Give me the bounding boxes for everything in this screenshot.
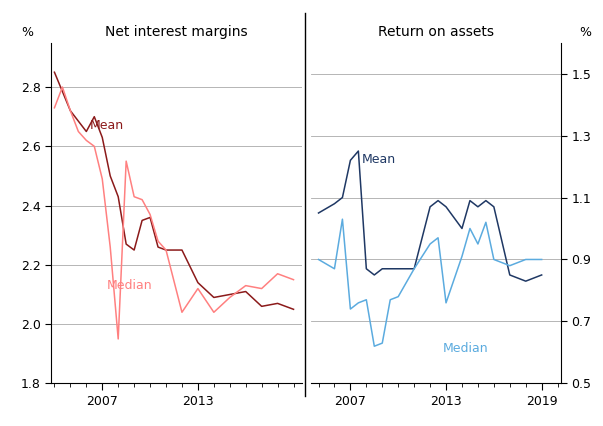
Text: Median: Median <box>107 279 153 291</box>
Text: Mean: Mean <box>89 118 124 132</box>
Title: Net interest margins: Net interest margins <box>105 25 248 39</box>
Text: Mean: Mean <box>362 153 396 167</box>
Title: Return on assets: Return on assets <box>377 25 494 39</box>
Text: %: % <box>579 26 591 39</box>
Text: Median: Median <box>443 343 488 355</box>
Text: %: % <box>21 26 33 39</box>
